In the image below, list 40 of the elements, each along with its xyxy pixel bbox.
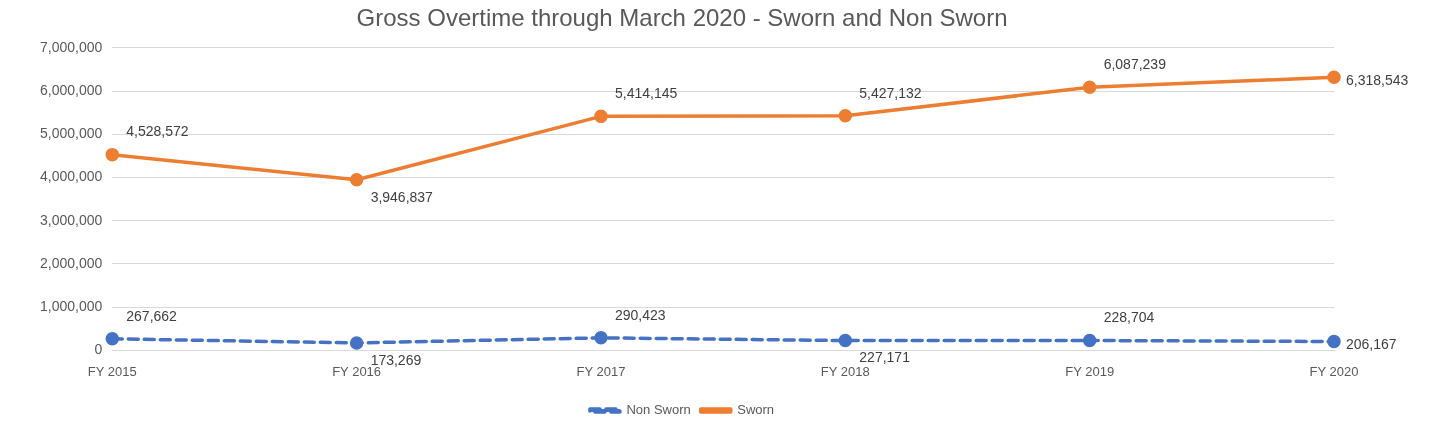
data-label: 6,318,543 bbox=[1346, 72, 1409, 89]
data-label: 6,087,239 bbox=[1103, 56, 1167, 73]
point bbox=[1327, 334, 1341, 349]
point bbox=[105, 147, 120, 162]
point bbox=[1327, 70, 1341, 85]
x-tick-label: FY 2019 bbox=[1065, 363, 1115, 379]
data-label: 228,704 bbox=[1103, 309, 1155, 326]
point bbox=[349, 336, 364, 350]
x-tick-label: FY 2018 bbox=[820, 363, 870, 379]
point bbox=[838, 109, 853, 123]
point bbox=[1082, 333, 1097, 348]
y-tick-label: 1,000,000 bbox=[39, 298, 103, 315]
x-tick-label: FY 2017 bbox=[576, 363, 626, 379]
point bbox=[594, 109, 608, 124]
y-tick-label: 7,000,000 bbox=[39, 38, 103, 55]
data-label: 5,414,145 bbox=[614, 85, 678, 102]
point bbox=[838, 333, 853, 348]
data-label: 4,528,572 bbox=[126, 123, 189, 140]
y-tick-label: 0 bbox=[94, 341, 103, 358]
data-label: 173,269 bbox=[370, 351, 422, 368]
legend-label: Non Sworn bbox=[626, 402, 691, 418]
legend-label: Sworn bbox=[737, 402, 775, 418]
chart-title: Gross Overtime through March 2020 - Sworn and Non Sworn bbox=[356, 4, 1008, 32]
point bbox=[105, 332, 120, 346]
y-tick-label: 4,000,000 bbox=[39, 168, 103, 185]
y-tick-label: 6,000,000 bbox=[39, 81, 103, 98]
y-tick-label: 2,000,000 bbox=[39, 254, 103, 271]
point bbox=[1082, 80, 1097, 95]
data-label: 5,427,132 bbox=[859, 84, 922, 101]
point bbox=[349, 173, 364, 187]
point bbox=[594, 331, 608, 345]
y-tick-label: 5,000,000 bbox=[39, 125, 103, 142]
y-tick-label: 3,000,000 bbox=[39, 211, 103, 228]
data-label: 267,662 bbox=[126, 307, 178, 324]
x-tick-label: FY 2020 bbox=[1309, 363, 1359, 379]
data-label: 3,946,837 bbox=[370, 188, 434, 205]
x-tick-label: FY 2015 bbox=[87, 363, 137, 379]
data-label: 227,171 bbox=[859, 349, 911, 366]
data-label: 290,423 bbox=[614, 306, 666, 323]
data-label: 206,167 bbox=[1346, 336, 1397, 353]
